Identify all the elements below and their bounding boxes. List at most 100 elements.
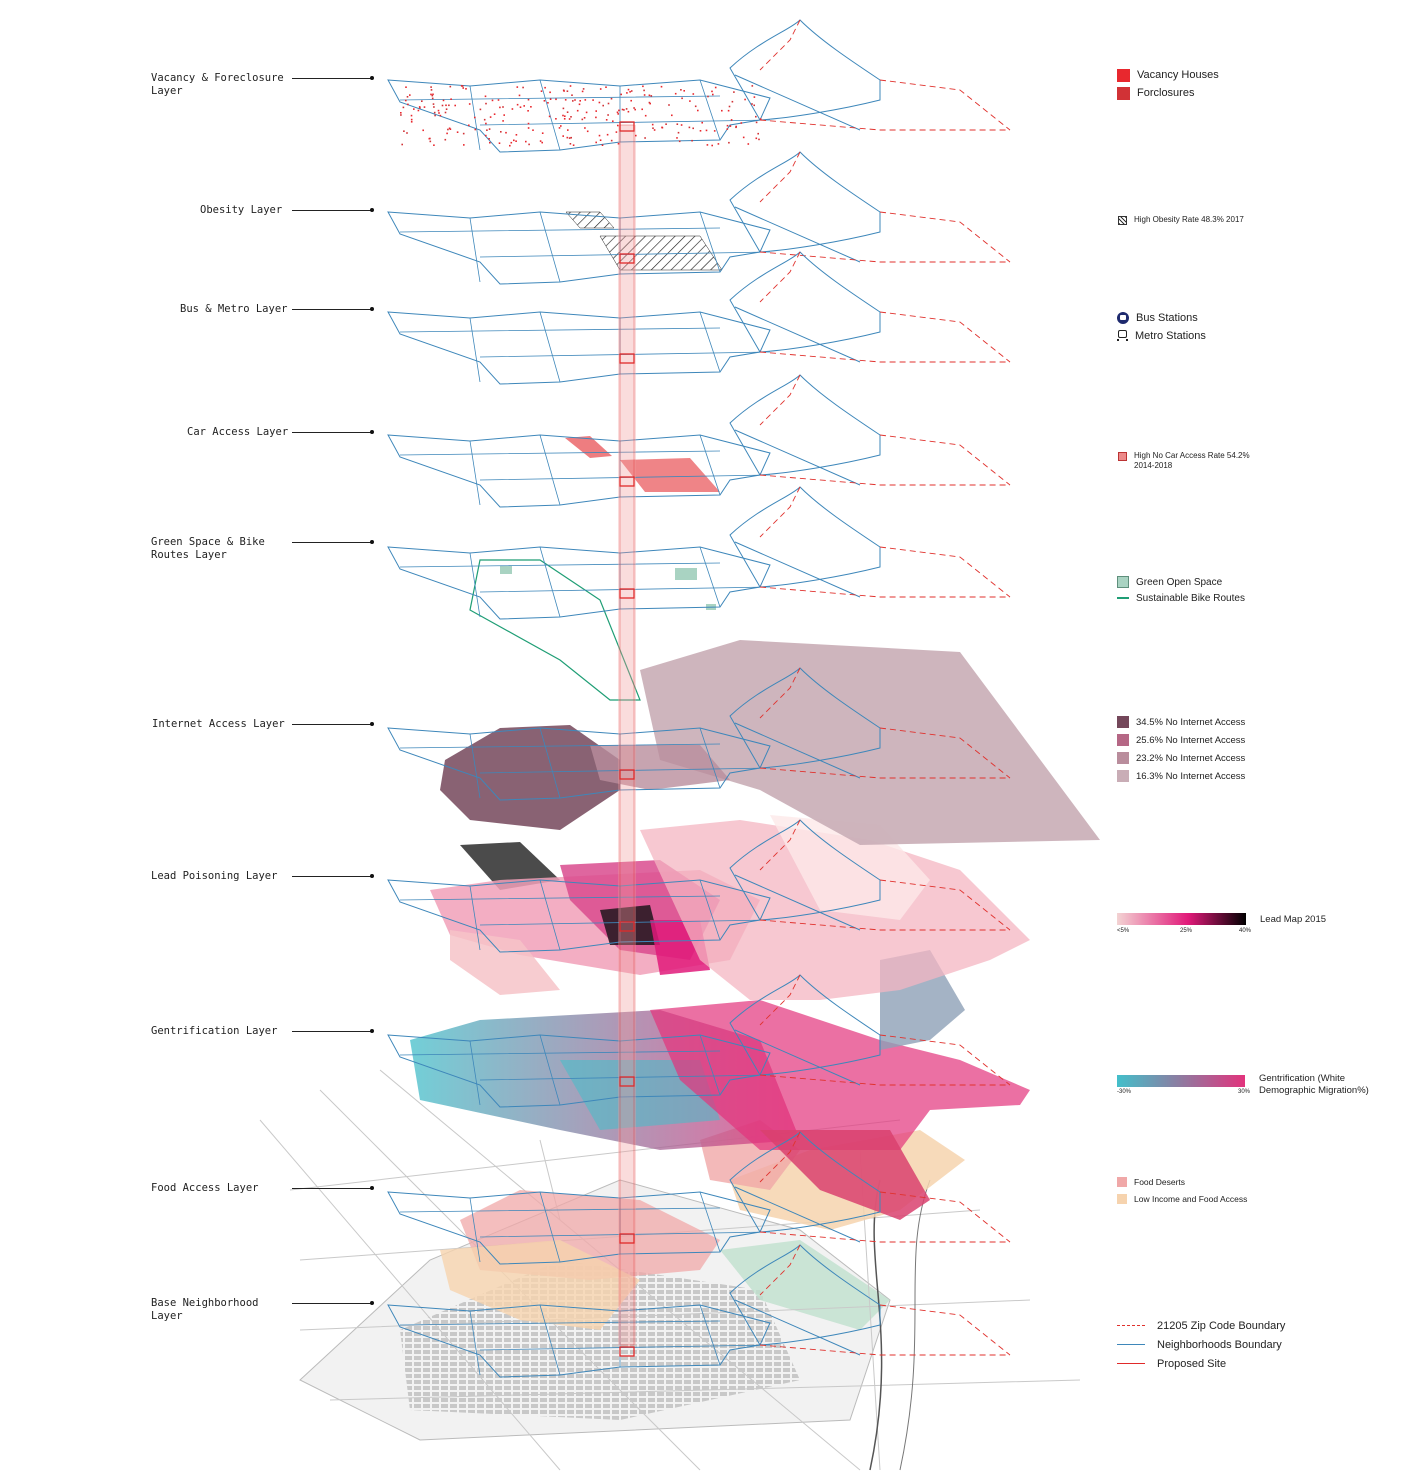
vacancy-dot <box>617 142 620 145</box>
car-label-line2: 2014-2018 <box>1134 461 1173 470</box>
swatch <box>1117 752 1129 764</box>
vacancy-dot <box>706 144 709 146</box>
leader-dot <box>370 430 374 434</box>
tick-label: <5% <box>1117 928 1130 934</box>
vacancy-dot <box>413 108 415 110</box>
vacancy-dot <box>555 98 557 101</box>
vacancy-dot <box>421 100 423 102</box>
vacancy-dot <box>742 136 745 139</box>
layer-label-gentrification: Gentrification Layer <box>151 1025 278 1037</box>
swatch <box>1117 1193 1127 1204</box>
vacancy-dot <box>422 129 424 132</box>
vacancy-dot <box>430 89 433 91</box>
neighborhood-boundary <box>387 1034 771 1108</box>
vacancy-dot <box>570 136 572 139</box>
neighborhood-boundary <box>729 667 881 779</box>
vacancy-dot <box>516 86 519 88</box>
legend-item: 21205 Zip Code Boundary <box>1117 1316 1285 1335</box>
vacancy-dot <box>460 85 463 87</box>
vacancy-dot <box>402 106 405 109</box>
vacancy-dot <box>515 140 517 142</box>
layer-outline <box>387 151 1011 285</box>
vacancy-dot <box>432 93 434 96</box>
layer-outline <box>387 486 1011 620</box>
vacancy-dot <box>505 131 507 134</box>
layer-label-car: Car Access Layer <box>187 426 289 438</box>
legend-item-label: Green Open Space <box>1136 576 1223 588</box>
vacancy-dot <box>621 108 624 111</box>
legend-boundaries: 21205 Zip Code Boundary Neighborhoods Bo… <box>1117 1316 1285 1373</box>
vacancy-dot <box>595 110 597 112</box>
vacancy-dot <box>445 104 447 107</box>
vacancy-dot <box>711 90 713 93</box>
proposed-site-markers <box>619 121 635 1357</box>
vacancy-dot <box>726 128 729 130</box>
vacancy-dot <box>651 123 654 126</box>
neighborhood-boundary <box>729 1244 881 1356</box>
neighborhood-boundary <box>729 1131 881 1243</box>
vacancy-dot <box>511 108 514 110</box>
vacancy-dot <box>488 128 491 130</box>
legend-item: Metro Stations <box>1117 327 1206 345</box>
legend-item-label: 34.5% No Internet Access <box>1136 716 1246 728</box>
vacancy-dot <box>486 129 488 131</box>
legend-food: Food Deserts Low Income and Food Access <box>1117 1173 1247 1207</box>
vacancy-dot <box>525 140 527 143</box>
legend-item: 23.2% No Internet Access <box>1117 749 1245 767</box>
vacancy-dot <box>753 104 755 107</box>
vacancy-dot <box>633 107 635 109</box>
vacancy-dot <box>562 135 564 137</box>
vacancy-dot <box>644 114 647 117</box>
vacancy-dot <box>562 107 565 110</box>
legend-item-label: High Obesity Rate 48.3% 2017 <box>1134 215 1244 224</box>
vacancy-dot <box>730 119 733 121</box>
vacancy-dot <box>592 99 594 101</box>
vacancy-dot <box>428 137 431 140</box>
proposed-site-marker <box>619 921 635 932</box>
vacancy-dot <box>445 108 448 110</box>
vacancy-dot <box>448 127 451 130</box>
leader-dot <box>370 874 374 878</box>
neighborhood-boundary <box>387 311 771 385</box>
vacancy-dot <box>518 94 521 97</box>
vacancy-dot <box>585 111 588 114</box>
bus-icon <box>1117 312 1129 324</box>
vacancy-dot <box>406 132 408 134</box>
swatch <box>1117 770 1129 782</box>
legend-item-label: Bus Stations <box>1136 312 1198 324</box>
proposed-site-marker <box>619 769 635 780</box>
vacancy-dot <box>510 141 513 144</box>
vacancy-dot <box>583 117 586 119</box>
vacancy-dot <box>574 99 576 101</box>
vacancy-dot <box>499 106 501 109</box>
vacancy-dot <box>758 138 760 141</box>
vacancy-dot <box>543 100 546 102</box>
legend-item-label: 23.2% No Internet Access <box>1136 752 1246 764</box>
neighborhood-boundary <box>387 211 771 285</box>
vacancy-dot <box>661 126 663 129</box>
layer-outline <box>387 1244 1011 1378</box>
layer-outline <box>387 1131 1011 1265</box>
legend-item: Proposed Site <box>1117 1354 1285 1373</box>
vacancy-dot <box>403 130 405 132</box>
vacancy-dot <box>674 92 677 95</box>
vacancy-dot <box>607 102 610 105</box>
dashed-line-swatch <box>1117 1325 1145 1326</box>
neighborhood-outlines <box>387 19 1011 1378</box>
vacancy-dot <box>489 141 491 144</box>
vacancy-dot <box>649 102 651 105</box>
vacancy-dot <box>713 130 716 132</box>
vacancy-dot <box>410 114 413 117</box>
swatch <box>1117 734 1129 746</box>
vacancy-dot <box>712 93 714 96</box>
vacancy-dot <box>629 91 631 93</box>
legend-item-label: Forclosures <box>1137 87 1195 99</box>
vacancy-dot <box>642 85 644 88</box>
legend-item-label: Proposed Site <box>1157 1357 1227 1370</box>
legend-obesity: High Obesity Rate 48.3% 2017 <box>1118 215 1244 225</box>
vacancy-dot <box>527 127 530 129</box>
vacancy-dot <box>430 86 432 88</box>
vacancy-dot <box>566 136 569 139</box>
